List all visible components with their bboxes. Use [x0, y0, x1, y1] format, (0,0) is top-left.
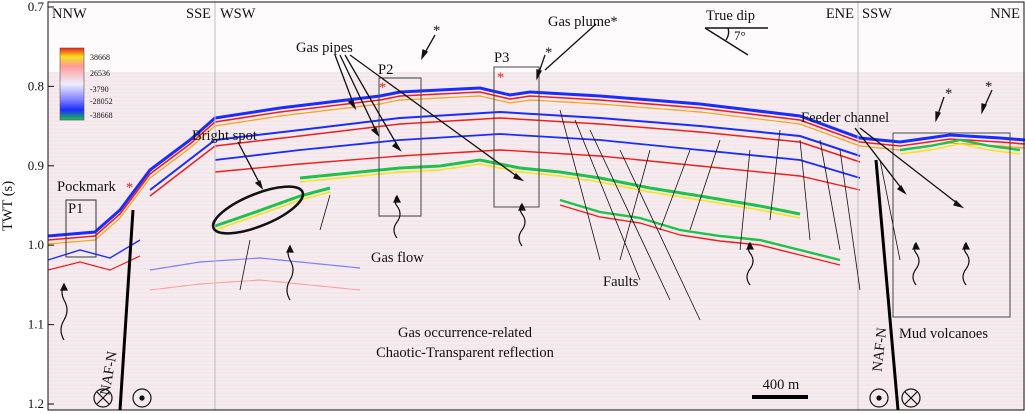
- orientation-nnw: NNW: [52, 6, 87, 22]
- gas-pipes-label: Gas pipes: [296, 40, 353, 56]
- true-dip-label: True dip: [706, 8, 755, 24]
- feeder-channel-label: Feeder channel: [801, 110, 889, 126]
- orientation-ene: ENE: [826, 6, 854, 22]
- orientation-nne: NNE: [990, 6, 1020, 22]
- y-tick-label: 0.9: [28, 158, 44, 173]
- y-axis-label: TWT (s): [0, 181, 16, 231]
- colorbar-label: 38668: [90, 53, 110, 62]
- colorbar-label: 26536: [90, 69, 110, 78]
- y-axis: TWT (s) 0.7 0.8 0.9 1.0 1.1 1.2: [0, 0, 54, 411]
- mud-volcanoes-label: Mud volcanoes: [899, 326, 988, 342]
- colorbar-label: -28052: [90, 97, 113, 106]
- orientation-sse: SSE: [186, 6, 211, 22]
- asterisk-p2: *: [379, 80, 386, 96]
- bright-spot-label: Bright spot: [192, 128, 257, 144]
- colorbar-ramp: [60, 48, 84, 120]
- colorbar-label: -38668: [90, 111, 113, 120]
- gas-occurrence-label-line1: Gas occurrence-related: [398, 325, 533, 341]
- box-p1-label: P1: [68, 201, 83, 217]
- y-tick-label: 0.7: [28, 0, 45, 14]
- orientation-wsw: WSW: [220, 6, 256, 22]
- asterisk-top-4: *: [985, 79, 992, 95]
- asterisk-pockmark: *: [126, 180, 133, 196]
- faults-label: Faults: [603, 274, 639, 290]
- box-p3-label: P3: [494, 50, 509, 66]
- colorbar-label: -3790: [90, 85, 109, 94]
- gas-occurrence-label-line2: Chaotic-Transparent reflection: [376, 345, 555, 361]
- asterisk-top-1: *: [433, 23, 440, 39]
- orientation-ssw: SSW: [862, 6, 892, 22]
- asterisk-top-2: *: [545, 45, 552, 61]
- box-p2-label: P2: [378, 62, 393, 78]
- y-tick-label: 1.1: [28, 317, 44, 332]
- y-tick-label: 1.0: [28, 237, 44, 252]
- true-dip-angle: 7°: [734, 28, 746, 43]
- asterisk-top-3: *: [945, 86, 952, 102]
- scale-bar-label: 400 m: [763, 377, 800, 393]
- asterisk-p3: *: [497, 70, 504, 86]
- y-tick-label: 1.2: [28, 396, 44, 411]
- pockmark-label: Pockmark: [57, 179, 117, 195]
- gas-flow-label: Gas flow: [371, 250, 424, 266]
- y-tick-label: 0.8: [28, 78, 44, 93]
- gas-plume-label: Gas plume*: [548, 14, 618, 30]
